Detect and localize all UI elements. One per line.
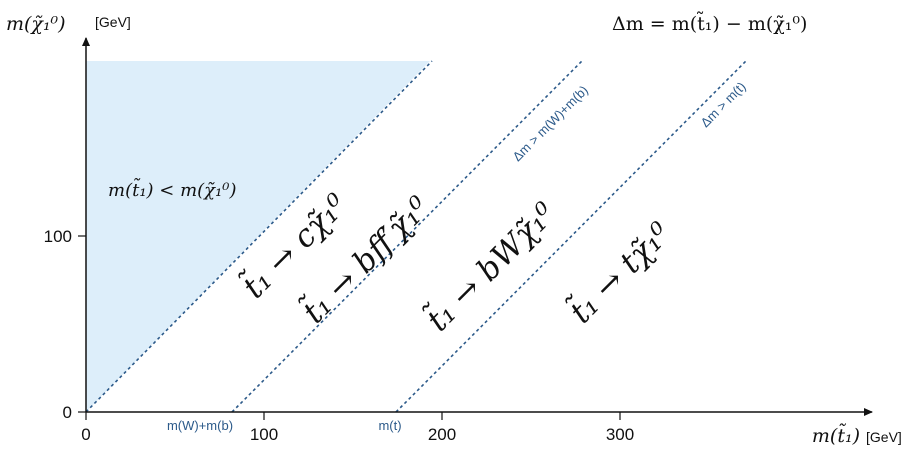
decay-label-t-chi: t̃₁ → tχ̃₁⁰ [561, 213, 678, 330]
axis-label-top: m(t) [378, 418, 401, 433]
y-tick-label: 0 [63, 403, 72, 422]
delta-m-formula: Δm = m(t̃₁) − m(χ̃₁⁰) [612, 12, 807, 35]
x-tick-label: 300 [606, 425, 634, 444]
boundary-line-diagonal [85, 60, 433, 413]
x-axis-unit: [GeV] [866, 429, 902, 445]
y-axis-unit: [GeV] [95, 14, 131, 30]
axis-label-w-b: m(W)+m(b) [167, 418, 233, 433]
forbidden-region-label: m(t̃₁) < m(χ̃₁⁰) [108, 178, 237, 201]
y-axis-title: m(χ̃₁⁰) [6, 13, 66, 35]
threshold-label-w-b: Δm > m(W)+m(b) [509, 82, 590, 164]
x-axis-title: m(t̃₁) [812, 424, 860, 447]
y-tick-label: 100 [44, 227, 72, 246]
x-tick-label: 0 [81, 425, 90, 444]
boundary-line-top [395, 60, 747, 413]
x-tick-label: 100 [250, 425, 278, 444]
x-tick-label: 200 [428, 425, 456, 444]
threshold-label-top: Δm > m(t) [697, 79, 748, 130]
boundary-line-w-b [231, 60, 583, 413]
